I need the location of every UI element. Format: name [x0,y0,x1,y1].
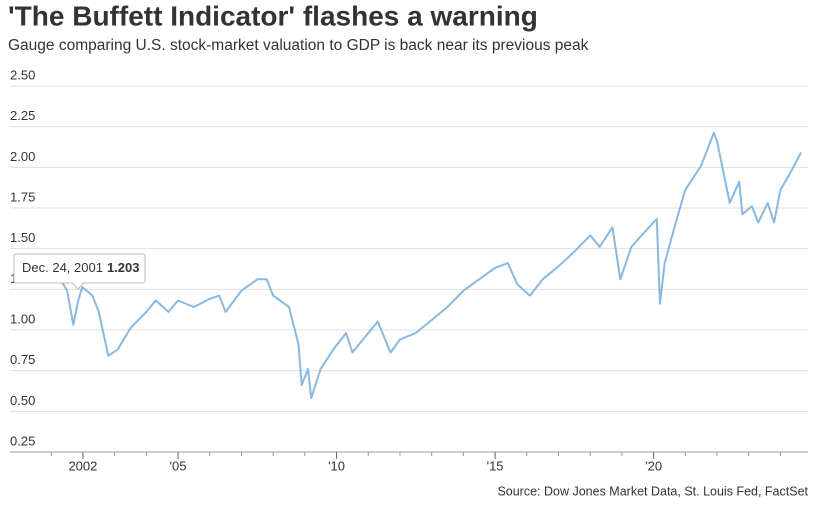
x-tick-label: '20 [645,458,662,473]
y-tick-label: 2.50 [10,67,35,82]
x-tick-label: '15 [487,458,504,473]
y-tick-label: 2.00 [10,149,35,164]
y-tick-label: 1.75 [10,189,35,204]
y-tick-label: 0.25 [10,433,35,448]
data-line [56,131,802,400]
y-tick-label: 1.00 [10,311,35,326]
tooltip: Dec. 24, 2001 1.203 [13,253,146,290]
x-tick-label: '10 [328,458,345,473]
tooltip-date: Dec. 24, 2001 [22,260,103,275]
y-tick-label: 0.75 [10,352,35,367]
x-tick-label: '05 [170,458,187,473]
tooltip-pointer [71,282,85,290]
chart-title: 'The Buffett Indicator' flashes a warnin… [8,0,538,31]
y-tick-label: 2.25 [10,108,35,123]
chart-subtitle: Gauge comparing U.S. stock-market valuat… [8,37,589,54]
y-tick-label: 1.50 [10,230,35,245]
x-tick-label: 2002 [68,458,97,473]
tooltip-text: Dec. 24, 2001 1.203 [22,260,140,275]
tooltip-value: 1.203 [107,260,140,275]
y-tick-label: 0.50 [10,393,35,408]
source: Source: Dow Jones Market Data, St. Louis… [497,484,808,498]
